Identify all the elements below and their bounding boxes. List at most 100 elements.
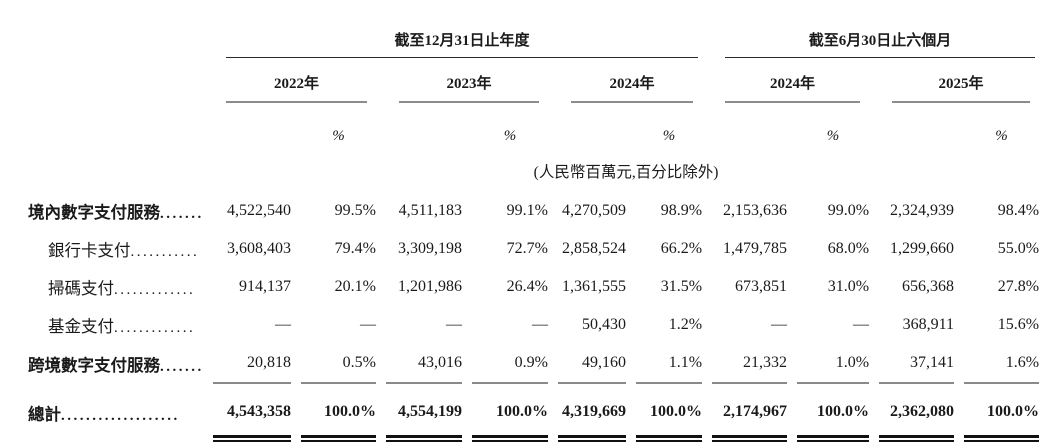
table-row-bank-card-payment: 銀行卡支付........... 3,608,403 79.4% 3,309,1…: [18, 230, 1039, 268]
cell-value: 2,858,524: [562, 240, 626, 257]
double-rule-segment: [712, 438, 788, 442]
dot-leader: ...................: [61, 408, 180, 424]
dot-leader: ...........: [130, 244, 200, 260]
cell-percent: 0.9%: [472, 344, 548, 384]
percent-header-2023: %: [503, 128, 517, 144]
row-label: 境內數字支付服務: [28, 203, 160, 222]
cell-percent: 98.9%: [660, 202, 703, 219]
cell-percent: 99.5%: [334, 202, 376, 219]
cell-percent: 100.0%: [472, 384, 548, 438]
cell-percent: 68.0%: [827, 240, 870, 257]
cell-value: 21,332: [712, 344, 788, 384]
table-row-cross-border-digital-payment: 跨境數字支付服務....... 20,818 0.5% 43,016 0.9% …: [18, 344, 1040, 384]
payment-services-table: 截至12月31日止年度 截至6月30日止六個月 2022年 2023年 2024…: [8, 12, 1049, 442]
cell-percent: 26.4%: [506, 278, 548, 295]
cell-percent: —: [360, 316, 376, 333]
double-rule-segment: [636, 438, 703, 442]
double-rule-segment: [964, 438, 1040, 442]
cell-percent: 1.1%: [636, 344, 703, 384]
year-header-row: 2022年 2023年 2024年 2024年 2025年: [18, 58, 1039, 103]
cell-value: 4,543,358: [213, 384, 291, 438]
year-header-2024-interim: 2024年: [725, 72, 861, 103]
percent-header-2022: %: [332, 128, 345, 144]
double-rule-segment: [797, 438, 870, 442]
cell-percent: 99.0%: [827, 202, 870, 219]
row-label-cell: 掃碼支付.............: [18, 268, 203, 306]
cell-value: 4,554,199: [386, 384, 462, 438]
year-header-2024: 2024年: [571, 72, 694, 103]
year-header-cell: 2022年: [213, 58, 376, 103]
cell-value: 20,818: [213, 344, 291, 384]
year-header-cell: 2023年: [386, 58, 548, 103]
row-label: 總計: [28, 405, 61, 424]
double-rule-segment: [558, 438, 626, 442]
cell-percent: 20.1%: [334, 278, 376, 295]
double-rule-segment: [213, 438, 291, 442]
label-column-spacer: [18, 58, 203, 103]
cell-value: 4,511,183: [398, 202, 462, 219]
label-column-spacer: [18, 12, 203, 58]
cell-percent: 100.0%: [964, 384, 1040, 438]
row-label-cell: 境內數字支付服務.......: [18, 192, 203, 230]
cell-value: —: [446, 316, 462, 333]
column-group-header-row: 截至12月31日止年度 截至6月30日止六個月: [18, 12, 1039, 58]
table-row-qr-code-payment: 掃碼支付............. 914,137 20.1% 1,201,98…: [18, 268, 1039, 306]
row-label-cell: 基金支付.............: [18, 306, 203, 344]
cell-value: 673,851: [735, 278, 788, 295]
cell-value: 37,141: [879, 344, 955, 384]
year-header-cell: 2024年: [712, 58, 869, 103]
cell-percent: 55.0%: [997, 240, 1040, 257]
cell-percent: 99.1%: [506, 202, 548, 219]
cell-value: 1,361,555: [562, 278, 626, 295]
cell-percent: 1.2%: [668, 316, 703, 333]
cell-percent: 31.0%: [827, 278, 870, 295]
cell-percent: 66.2%: [660, 240, 703, 257]
year-header-2025-interim: 2025年: [892, 72, 1031, 103]
cell-value: 914,137: [239, 278, 291, 295]
percent-header-2024-interim: %: [826, 128, 840, 144]
cell-value: 2,153,636: [723, 202, 788, 219]
dot-leader: .............: [114, 282, 196, 298]
column-group-annual-cell: 截至12月31日止年度: [213, 12, 702, 58]
year-header-cell: 2025年: [879, 58, 1039, 103]
total-double-rule-row: [18, 438, 1040, 442]
row-label: 跨境數字支付服務: [28, 356, 160, 375]
column-group-interim-title: 截至6月30日止六個月: [725, 29, 1036, 58]
table-row-total: 總計................... 4,543,358 100.0% 4…: [18, 384, 1040, 438]
double-rule-segment: [301, 438, 376, 442]
dot-leader: .......: [160, 359, 204, 375]
cell-percent: 100.0%: [797, 384, 870, 438]
percent-header-2025-interim: %: [995, 128, 1008, 144]
row-label: 銀行卡支付: [48, 241, 131, 260]
label-column-spacer: [18, 150, 203, 192]
cell-value: 4,319,669: [558, 384, 626, 438]
cell-percent: 98.4%: [997, 202, 1040, 219]
column-group-interim-cell: 截至6月30日止六個月: [712, 12, 1039, 58]
row-label: 基金支付: [48, 317, 114, 336]
label-column-spacer: [18, 103, 203, 150]
year-header-2022: 2022年: [226, 72, 367, 103]
year-header-2023: 2023年: [399, 72, 539, 103]
cell-value: 49,160: [558, 344, 626, 384]
double-rule-segment: [472, 438, 548, 442]
dot-leader: .............: [114, 320, 196, 336]
cell-percent: —: [853, 316, 870, 333]
cell-percent: 72.7%: [506, 240, 548, 257]
year-header-cell: 2024年: [558, 58, 702, 103]
cell-value: 2,362,080: [879, 384, 955, 438]
cell-value: 2,324,939: [890, 202, 955, 219]
column-group-annual-title: 截至12月31日止年度: [226, 29, 699, 58]
cell-value: 1,479,785: [723, 240, 788, 257]
unit-note-row: (人民幣百萬元,百分比除外): [18, 150, 1039, 192]
cell-value: 2,174,967: [712, 384, 788, 438]
cell-value: 43,016: [386, 344, 462, 384]
cell-value: 50,430: [582, 316, 626, 333]
cell-percent: 100.0%: [301, 384, 376, 438]
double-rule-segment: [879, 438, 955, 442]
table-row-fund-payment: 基金支付............. — — — — 50,430 1.2% — …: [18, 306, 1039, 344]
cell-percent: 15.6%: [997, 316, 1040, 333]
cell-percent: 79.4%: [334, 240, 376, 257]
cell-value: —: [275, 316, 291, 333]
cell-percent: 1.0%: [797, 344, 870, 384]
